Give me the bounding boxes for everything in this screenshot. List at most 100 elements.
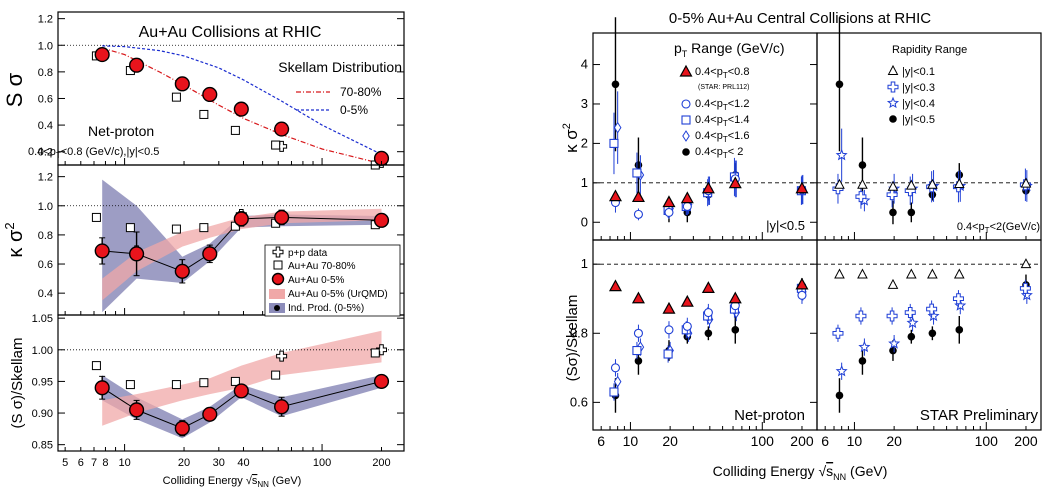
pt-legend-2: 0.4<pT<1.2 [695, 98, 749, 112]
pt-legend-4: 0.4<pT<1.6 [695, 130, 749, 144]
point-rap-6-1-0 [832, 327, 844, 339]
point-2-1-1 [125, 380, 135, 390]
left-xlabel: Colliding Energy √sNN (GeV) [163, 475, 302, 489]
point-rap-4-1-1 [855, 191, 867, 203]
point-rap-6-1-1 [855, 310, 867, 322]
ytick-label-5-0: 0.6 [570, 394, 588, 409]
ytick-label-1-3: 1.0 [38, 201, 53, 213]
point-1-1-2 [171, 224, 181, 234]
ytick-label-0-0: 0.2 [38, 147, 53, 159]
point-rap-6-1-2 [886, 310, 898, 322]
point-rap-6-3-1 [858, 357, 867, 365]
left-legend-urqmd: Au+Au 0-5% (UrQMD) [288, 289, 388, 300]
point-1-0-1 [129, 246, 145, 262]
left-legend-05: Au+Au 0-5% [288, 275, 345, 286]
point-5-0-1 [631, 291, 645, 304]
legend-sym-pt16 [682, 130, 690, 142]
panel-frame-6 [816, 239, 1042, 431]
legend-sym-pt08 [679, 64, 693, 77]
point-5-2-2 [663, 349, 673, 359]
xtick-left-label-1: 6 [78, 457, 84, 469]
left-ylabel-top: S σ [2, 72, 27, 107]
point-rap-6-2-2 [888, 337, 901, 349]
point-rap-6-3-3 [907, 332, 916, 341]
xtick-right-6-label-1: 10 [847, 433, 863, 449]
point-rap-6-0-6 [1020, 258, 1032, 269]
point-1-1-1 [125, 223, 135, 233]
point-1-0-4 [233, 211, 249, 227]
point-rap-4-1-2 [886, 189, 898, 201]
point-rap-4-3-5 [955, 171, 964, 179]
point-0-1-2 [171, 92, 181, 102]
point-5-1-2 [664, 325, 674, 335]
left-legend-indprod: Ind. Prod. (0-5%) [288, 303, 364, 314]
y-legend-2: |y|<0.3 [902, 82, 935, 94]
left-ylabel-mid: κ σ2 [2, 222, 27, 257]
ytick-label-5-1: 0.8 [570, 325, 588, 340]
ytick-label-1-4: 1.2 [38, 172, 53, 184]
point-0-0-1 [129, 57, 145, 73]
xtick-right-5-label-1: 10 [623, 433, 639, 449]
pt-legend-title: pT Range (GeV/c) [674, 40, 785, 59]
point-rap-6-0-1 [857, 268, 868, 279]
point-rap-4-0-4 [927, 178, 938, 189]
xtick-right-5-label-3: 100 [751, 433, 775, 449]
bands-layer [102, 179, 382, 439]
xtick-left-label-2: 7 [91, 457, 97, 469]
curve-0-1 [102, 45, 382, 155]
point-rap-6-2-3 [906, 316, 919, 329]
ytick-label-5-2: 1 [581, 256, 588, 271]
pt-legend-1: 0.4<pT<0.8 [695, 66, 749, 80]
label-net-proton-right: Net-proton [734, 407, 805, 424]
point-2-1-2 [171, 380, 181, 390]
band-2-1 [102, 330, 382, 426]
point-2-0-1 [129, 402, 145, 418]
point-2-0-0 [94, 380, 110, 396]
point-2-1-3 [199, 378, 209, 388]
ytick-label-1-2: 0.8 [38, 230, 53, 242]
label-star-prelim: STAR Preliminary [920, 407, 1039, 424]
ytick-label-2-2: 0.95 [32, 376, 53, 388]
panel-frame-4 [816, 32, 1042, 241]
point-rap-4-3-0 [835, 80, 844, 89]
ytick-label-3-0: 0 [581, 214, 588, 229]
point-0-1-3 [199, 109, 209, 119]
point-rap-4-0-3 [905, 179, 917, 190]
legend-sym-y04 [886, 96, 900, 109]
right-title: 0-5% Au+Au Central Collisions at RHIC [669, 10, 931, 27]
point-5-0-2 [662, 301, 676, 314]
point-2-1-0 [91, 361, 101, 371]
label-y05: |y|<0.5 [766, 218, 805, 233]
point-rap-6-2-0 [835, 364, 848, 377]
point-rap-4-0-5 [953, 177, 965, 189]
point-2-1-4 [230, 376, 240, 386]
xtick-right-6-label-0: 6 [821, 433, 829, 449]
ytick-label-1-1: 0.6 [38, 259, 53, 271]
point-1-0-6 [373, 212, 390, 228]
point-rap-6-3-2 [889, 346, 897, 355]
xtick-left-label-8: 100 [313, 457, 331, 469]
point-rap-6-0-4 [927, 268, 938, 279]
point-rap-6-3-5 [955, 326, 964, 334]
pt-legend-5: 0.4<pT< 2 [695, 146, 743, 160]
right-legend-symbols [679, 64, 900, 156]
left-legend-pp: p+p data [288, 248, 328, 259]
ytick-label-0-5: 1.2 [38, 14, 53, 26]
point-2-1-6 [370, 348, 380, 358]
point-rap-6-1-6 [1019, 282, 1031, 294]
y-legend-4: |y|<0.5 [902, 114, 935, 126]
xtick-right-6-label-2: 20 [886, 433, 902, 449]
point-2-2-1 [376, 344, 387, 356]
skellam-title: Skellam Distribution [278, 59, 402, 75]
point-1-1-3 [199, 223, 209, 233]
point-5-0-0 [608, 279, 622, 292]
xtick-right-6-label-4: 200 [1014, 433, 1038, 449]
label-pt2: 0.4<pT<2(GeV/c) [957, 221, 1040, 235]
points-layer [91, 17, 1033, 437]
point-rap-4-3-1 [858, 161, 867, 169]
xtick-right-6-label-3: 100 [975, 433, 999, 449]
point-5-0-5 [728, 291, 742, 304]
point-3-0-6 [795, 181, 809, 194]
y-legend-title: Rapidity Range [892, 44, 967, 56]
pt-legend-note: (STAR: PRL112) [698, 84, 749, 91]
